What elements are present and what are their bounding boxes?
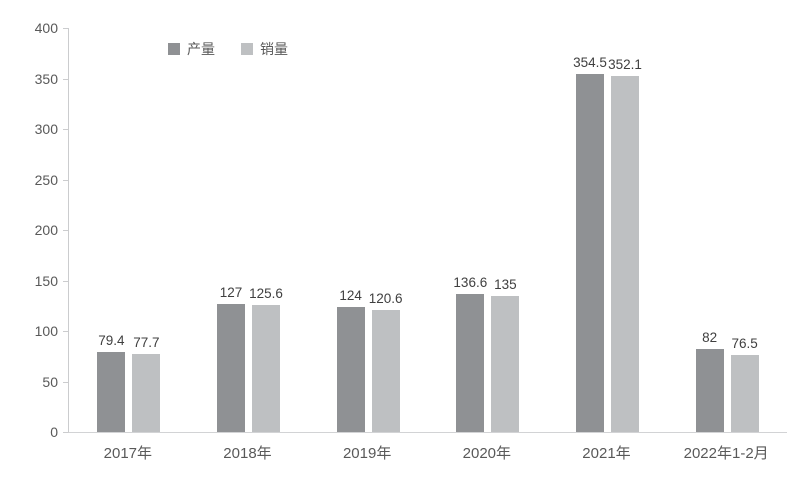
legend-label: 销量 [260, 41, 288, 57]
y-tick-label: 200 [34, 222, 58, 238]
y-tick-mark [63, 28, 68, 29]
x-axis-label: 2021年 [582, 445, 631, 462]
x-axis-label: 2018年 [223, 445, 272, 462]
legend-swatch-icon [168, 43, 180, 55]
data-label: 124 [339, 287, 362, 303]
data-label: 79.4 [98, 332, 125, 348]
data-label: 125.6 [249, 286, 283, 302]
y-tick-label: 0 [50, 424, 58, 440]
data-label: 127 [219, 284, 243, 300]
y-tick-mark [63, 381, 68, 383]
y-tick-label: 350 [34, 70, 58, 87]
y-tick-mark [63, 129, 68, 130]
x-axis-label: 2019年 [342, 445, 392, 462]
x-axis-label: 2017年 [103, 445, 153, 462]
y-tick-mark [63, 432, 68, 433]
data-label: 354.5 [573, 54, 607, 70]
data-label: 76.5 [731, 335, 758, 351]
y-tick-label: 300 [34, 121, 58, 137]
bar-产量-2022年1-2月 [695, 349, 724, 432]
bar-销量-2021年 [611, 76, 639, 432]
y-tick-label: 150 [34, 272, 58, 289]
data-label: 136.6 [453, 275, 488, 291]
legend-item-sales: 销量 [241, 39, 288, 59]
y-tick-mark [63, 230, 68, 231]
y-tick-label: 250 [34, 171, 58, 188]
bar-产量-2019年 [336, 306, 365, 432]
data-label: 120.6 [368, 291, 403, 307]
bar-销量-2017年 [132, 353, 161, 432]
bar-销量-2019年 [371, 310, 400, 432]
data-label: 82 [702, 330, 718, 346]
x-axis-label: 2022年1-2月 [683, 445, 769, 462]
bar-销量-2018年 [252, 305, 280, 432]
y-tick-mark [63, 280, 68, 282]
bar-产量-2021年 [576, 73, 604, 432]
y-tick-label: 100 [34, 323, 58, 339]
data-label: 352.1 [608, 57, 642, 73]
y-tick-mark [63, 179, 68, 181]
bar-产量-2018年 [217, 303, 245, 432]
data-label: 135 [494, 276, 517, 292]
plot-area: 79.4 127 124 136.6 354.5 82 77.7 125.6 120.6 135 3… [68, 28, 787, 433]
y-tick-label: 50 [42, 373, 58, 390]
y-tick-mark [63, 78, 68, 80]
chart-legend: 产量 销量 [168, 39, 288, 59]
y-tick-label: 400 [34, 20, 58, 36]
bar-产量-2017年 [97, 351, 126, 432]
y-tick-mark [63, 331, 68, 332]
x-axis-label: 2020年 [462, 445, 512, 462]
legend-label: 产量 [187, 41, 215, 57]
legend-item-production: 产量 [168, 39, 215, 59]
bar-产量-2020年 [456, 294, 485, 432]
data-label: 77.7 [133, 334, 160, 350]
legend-swatch-icon [241, 43, 253, 55]
bar-销量-2020年 [491, 295, 520, 432]
bar-销量-2022年1-2月 [730, 354, 759, 432]
